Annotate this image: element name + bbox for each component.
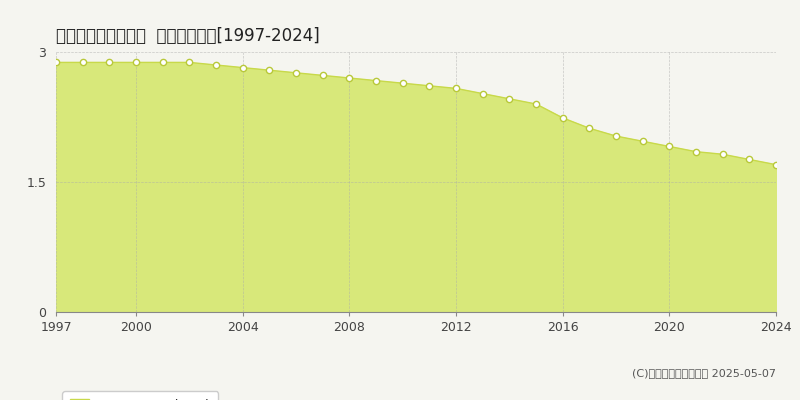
Text: (C)土地価格ドットコム 2025-05-07: (C)土地価格ドットコム 2025-05-07 (632, 368, 776, 378)
Text: 木曽郡南木曽町田立  基準地価推移[1997-2024]: 木曽郡南木曽町田立 基準地価推移[1997-2024] (56, 27, 320, 45)
Legend: 基準地価  平均坪単価(万円/坪): 基準地価 平均坪単価(万円/坪) (62, 391, 218, 400)
